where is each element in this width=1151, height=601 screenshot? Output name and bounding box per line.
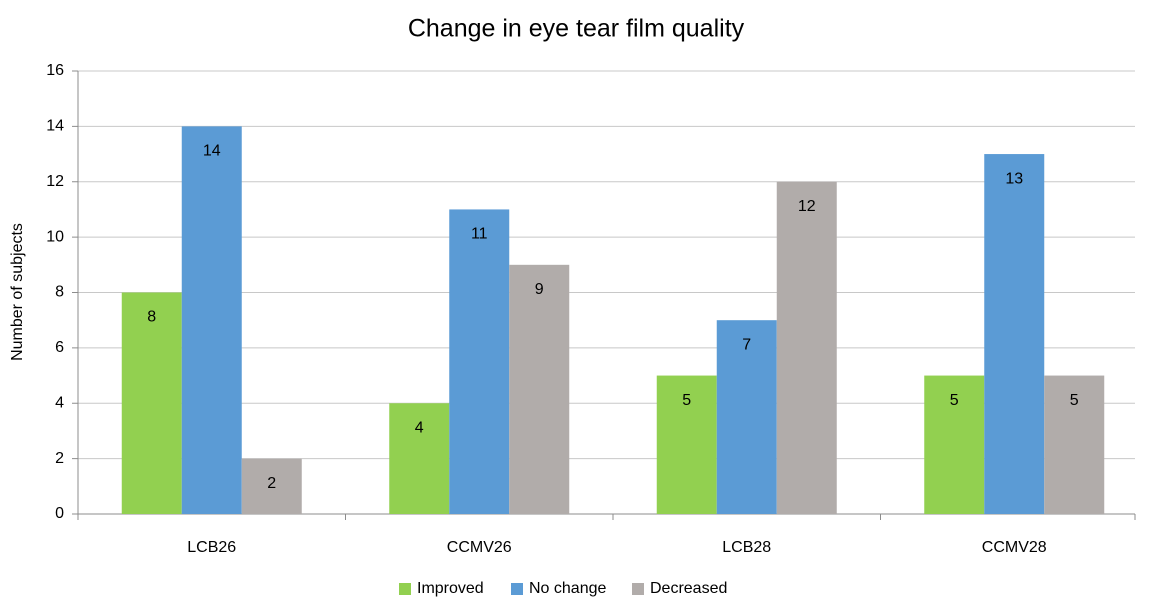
data-label: 7 bbox=[742, 336, 751, 353]
legend-label: Improved bbox=[417, 580, 484, 597]
y-tick-label: 12 bbox=[46, 173, 64, 190]
data-label: 4 bbox=[415, 419, 424, 436]
x-tick-label: LCB28 bbox=[722, 539, 771, 556]
data-label: 5 bbox=[950, 392, 959, 409]
data-label: 5 bbox=[1070, 392, 1079, 409]
data-label: 11 bbox=[471, 226, 488, 243]
data-label: 13 bbox=[1005, 170, 1023, 187]
y-tick-label: 6 bbox=[55, 339, 64, 356]
data-label: 8 bbox=[147, 309, 156, 326]
y-axis-label: Number of subjects bbox=[9, 223, 26, 361]
x-tick-label: CCMV26 bbox=[447, 539, 512, 556]
bar bbox=[656, 375, 717, 514]
chart-title: Change in eye tear film quality bbox=[408, 15, 745, 43]
legend-swatch bbox=[511, 583, 523, 595]
y-tick-label: 10 bbox=[46, 228, 64, 245]
data-label: 5 bbox=[682, 392, 691, 409]
bar bbox=[449, 209, 510, 514]
bar bbox=[776, 181, 837, 514]
bar bbox=[389, 403, 450, 514]
bar bbox=[924, 375, 985, 514]
bar bbox=[241, 458, 302, 514]
legend-label: Decreased bbox=[650, 580, 727, 597]
x-tick-label: LCB26 bbox=[187, 539, 236, 556]
legend-swatch bbox=[632, 583, 644, 595]
data-label: 12 bbox=[798, 198, 816, 215]
y-tick-label: 0 bbox=[55, 505, 64, 522]
y-tick-label: 4 bbox=[55, 394, 64, 411]
bar bbox=[984, 154, 1045, 514]
data-label: 14 bbox=[203, 143, 221, 160]
y-tick-label: 16 bbox=[46, 62, 64, 79]
data-label: 2 bbox=[267, 475, 276, 492]
data-label: 9 bbox=[535, 281, 544, 298]
y-tick-label: 8 bbox=[55, 284, 64, 301]
bar bbox=[716, 320, 777, 514]
bar bbox=[1044, 375, 1105, 514]
y-tick-label: 2 bbox=[55, 450, 64, 467]
bar bbox=[181, 126, 242, 514]
y-tick-label: 14 bbox=[46, 118, 64, 135]
x-tick-label: CCMV28 bbox=[982, 539, 1047, 556]
bar bbox=[509, 264, 570, 514]
bar bbox=[121, 292, 182, 514]
legend-swatch bbox=[399, 583, 411, 595]
legend-label: No change bbox=[529, 580, 606, 597]
